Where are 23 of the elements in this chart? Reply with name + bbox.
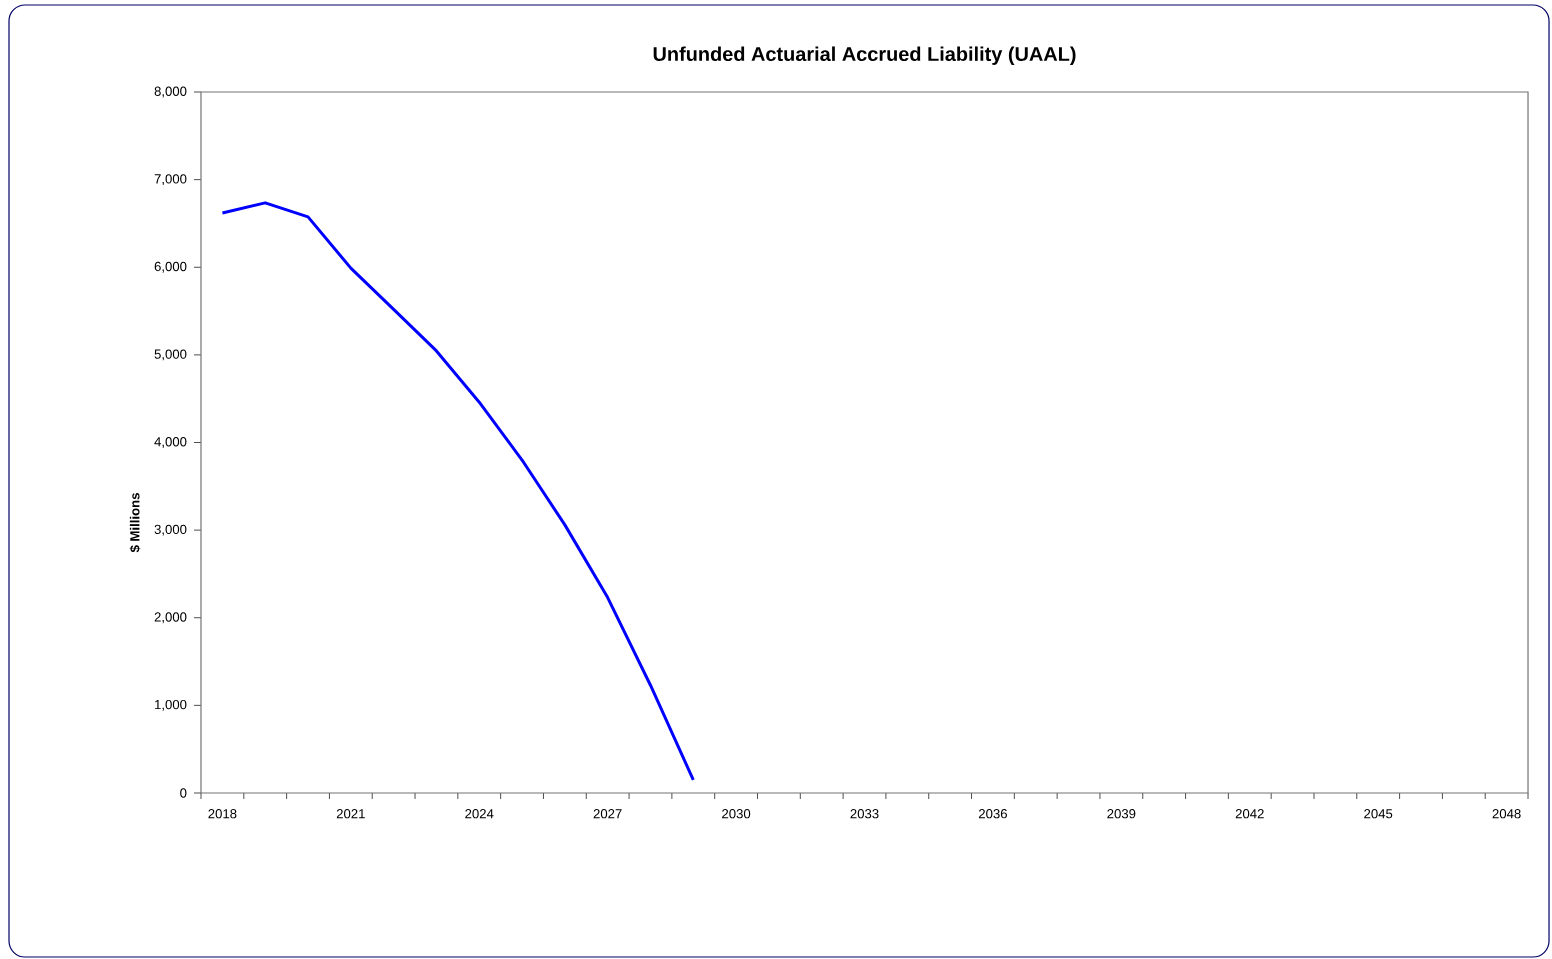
chart-title: Unfunded Actuarial Accrued Liability (UAAL) [653,46,1076,65]
x-tick-label: 2021 [336,809,365,819]
x-tick-label: 2024 [465,809,494,819]
y-tick-label: 6,000 [154,261,187,273]
x-tick-label: 2048 [1492,809,1521,819]
x-tick-label: 2030 [722,809,751,819]
y-tick-label: 1,000 [155,699,187,711]
y-tick-label: 3,000 [154,524,187,536]
y-tick-label: 7,000 [154,174,187,186]
x-tick-label: 2018 [208,809,237,819]
x-tick-label: 2036 [978,809,1007,819]
y-tick-label: 4,000 [154,437,187,448]
y-tick-label: 5,000 [154,349,187,361]
x-tick-label: 2042 [1235,809,1264,819]
y-tick-label: 0 [180,788,187,798]
x-tick-label: 2039 [1107,809,1136,819]
x-tick-label: 2033 [850,809,879,819]
y-axis-title: $ Millions [129,493,141,553]
x-tick-label: 2045 [1364,809,1393,819]
line-series [220,201,695,782]
y-tick-label: 8,000 [154,86,187,98]
y-tick-label: 2,000 [154,612,187,624]
x-tick-label: 2027 [593,809,622,819]
